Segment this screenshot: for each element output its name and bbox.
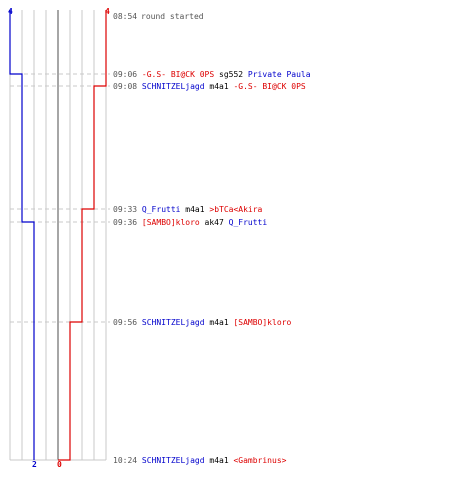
event-killer: SCHNITZELjagd bbox=[142, 82, 205, 91]
event-killer: SCHNITZELjagd bbox=[142, 456, 205, 465]
event-time: 09:06 bbox=[113, 70, 137, 79]
event-time: 10:24 bbox=[113, 456, 137, 465]
event-row: 09:56 SCHNITZELjagd m4a1 [SAMBO]kloro bbox=[113, 318, 291, 327]
event-killer: [SAMBO]kloro bbox=[142, 218, 200, 227]
red-start-score: 4 bbox=[105, 7, 110, 16]
blue-team-alive-line bbox=[9, 10, 35, 460]
event-victim: -G.S- BI@CK 0PS bbox=[233, 82, 305, 91]
red-end-score: 0 bbox=[57, 460, 62, 469]
blue-end-score: 2 bbox=[32, 460, 37, 469]
event-weapon: m4a1 bbox=[185, 205, 204, 214]
event-victim: Q_Frutti bbox=[229, 218, 268, 227]
alive-grid bbox=[9, 10, 107, 461]
event-killer: Q_Frutti bbox=[142, 205, 181, 214]
event-time: 09:56 bbox=[113, 318, 137, 327]
event-weapon: m4a1 bbox=[209, 82, 228, 91]
blue-start-score: 4 bbox=[8, 7, 13, 16]
event-killer: SCHNITZELjagd bbox=[142, 318, 205, 327]
event-guide-lines bbox=[10, 73, 110, 323]
event-weapon: m4a1 bbox=[209, 318, 228, 327]
event-victim: Private Paula bbox=[248, 70, 311, 79]
event-row: 09:08 SCHNITZELjagd m4a1 -G.S- BI@CK 0PS bbox=[113, 82, 306, 91]
event-weapon: ak47 bbox=[205, 218, 224, 227]
event-time: 09:08 bbox=[113, 82, 137, 91]
alive-step-lines bbox=[9, 10, 107, 461]
red-team-alive-line bbox=[58, 10, 107, 461]
event-row: 09:36 [SAMBO]kloro ak47 Q_Frutti bbox=[113, 218, 267, 227]
event-time: 09:33 bbox=[113, 205, 137, 214]
event-time: 09:36 bbox=[113, 218, 137, 227]
event-row: 09:06 -G.S- BI@CK 0PS sg552 Private Paul… bbox=[113, 70, 311, 79]
event-victim: [SAMBO]kloro bbox=[233, 318, 291, 327]
event-killer: -G.S- BI@CK 0PS bbox=[142, 70, 214, 79]
event-victim: >bTCa<Akira bbox=[209, 205, 262, 214]
round-start-label: round started bbox=[141, 12, 204, 21]
event-row: 10:24 SCHNITZELjagd m4a1 <Gambrinus> bbox=[113, 456, 287, 465]
event-log: 08:54 round started 4 4 2 0 09:06 -G.S- … bbox=[8, 7, 311, 469]
round-start-time: 08:54 bbox=[113, 12, 137, 21]
event-weapon: sg552 bbox=[219, 70, 243, 79]
event-weapon: m4a1 bbox=[209, 456, 228, 465]
event-row: 09:33 Q_Frutti m4a1 >bTCa<Akira bbox=[113, 205, 263, 214]
event-victim: <Gambrinus> bbox=[233, 456, 286, 465]
